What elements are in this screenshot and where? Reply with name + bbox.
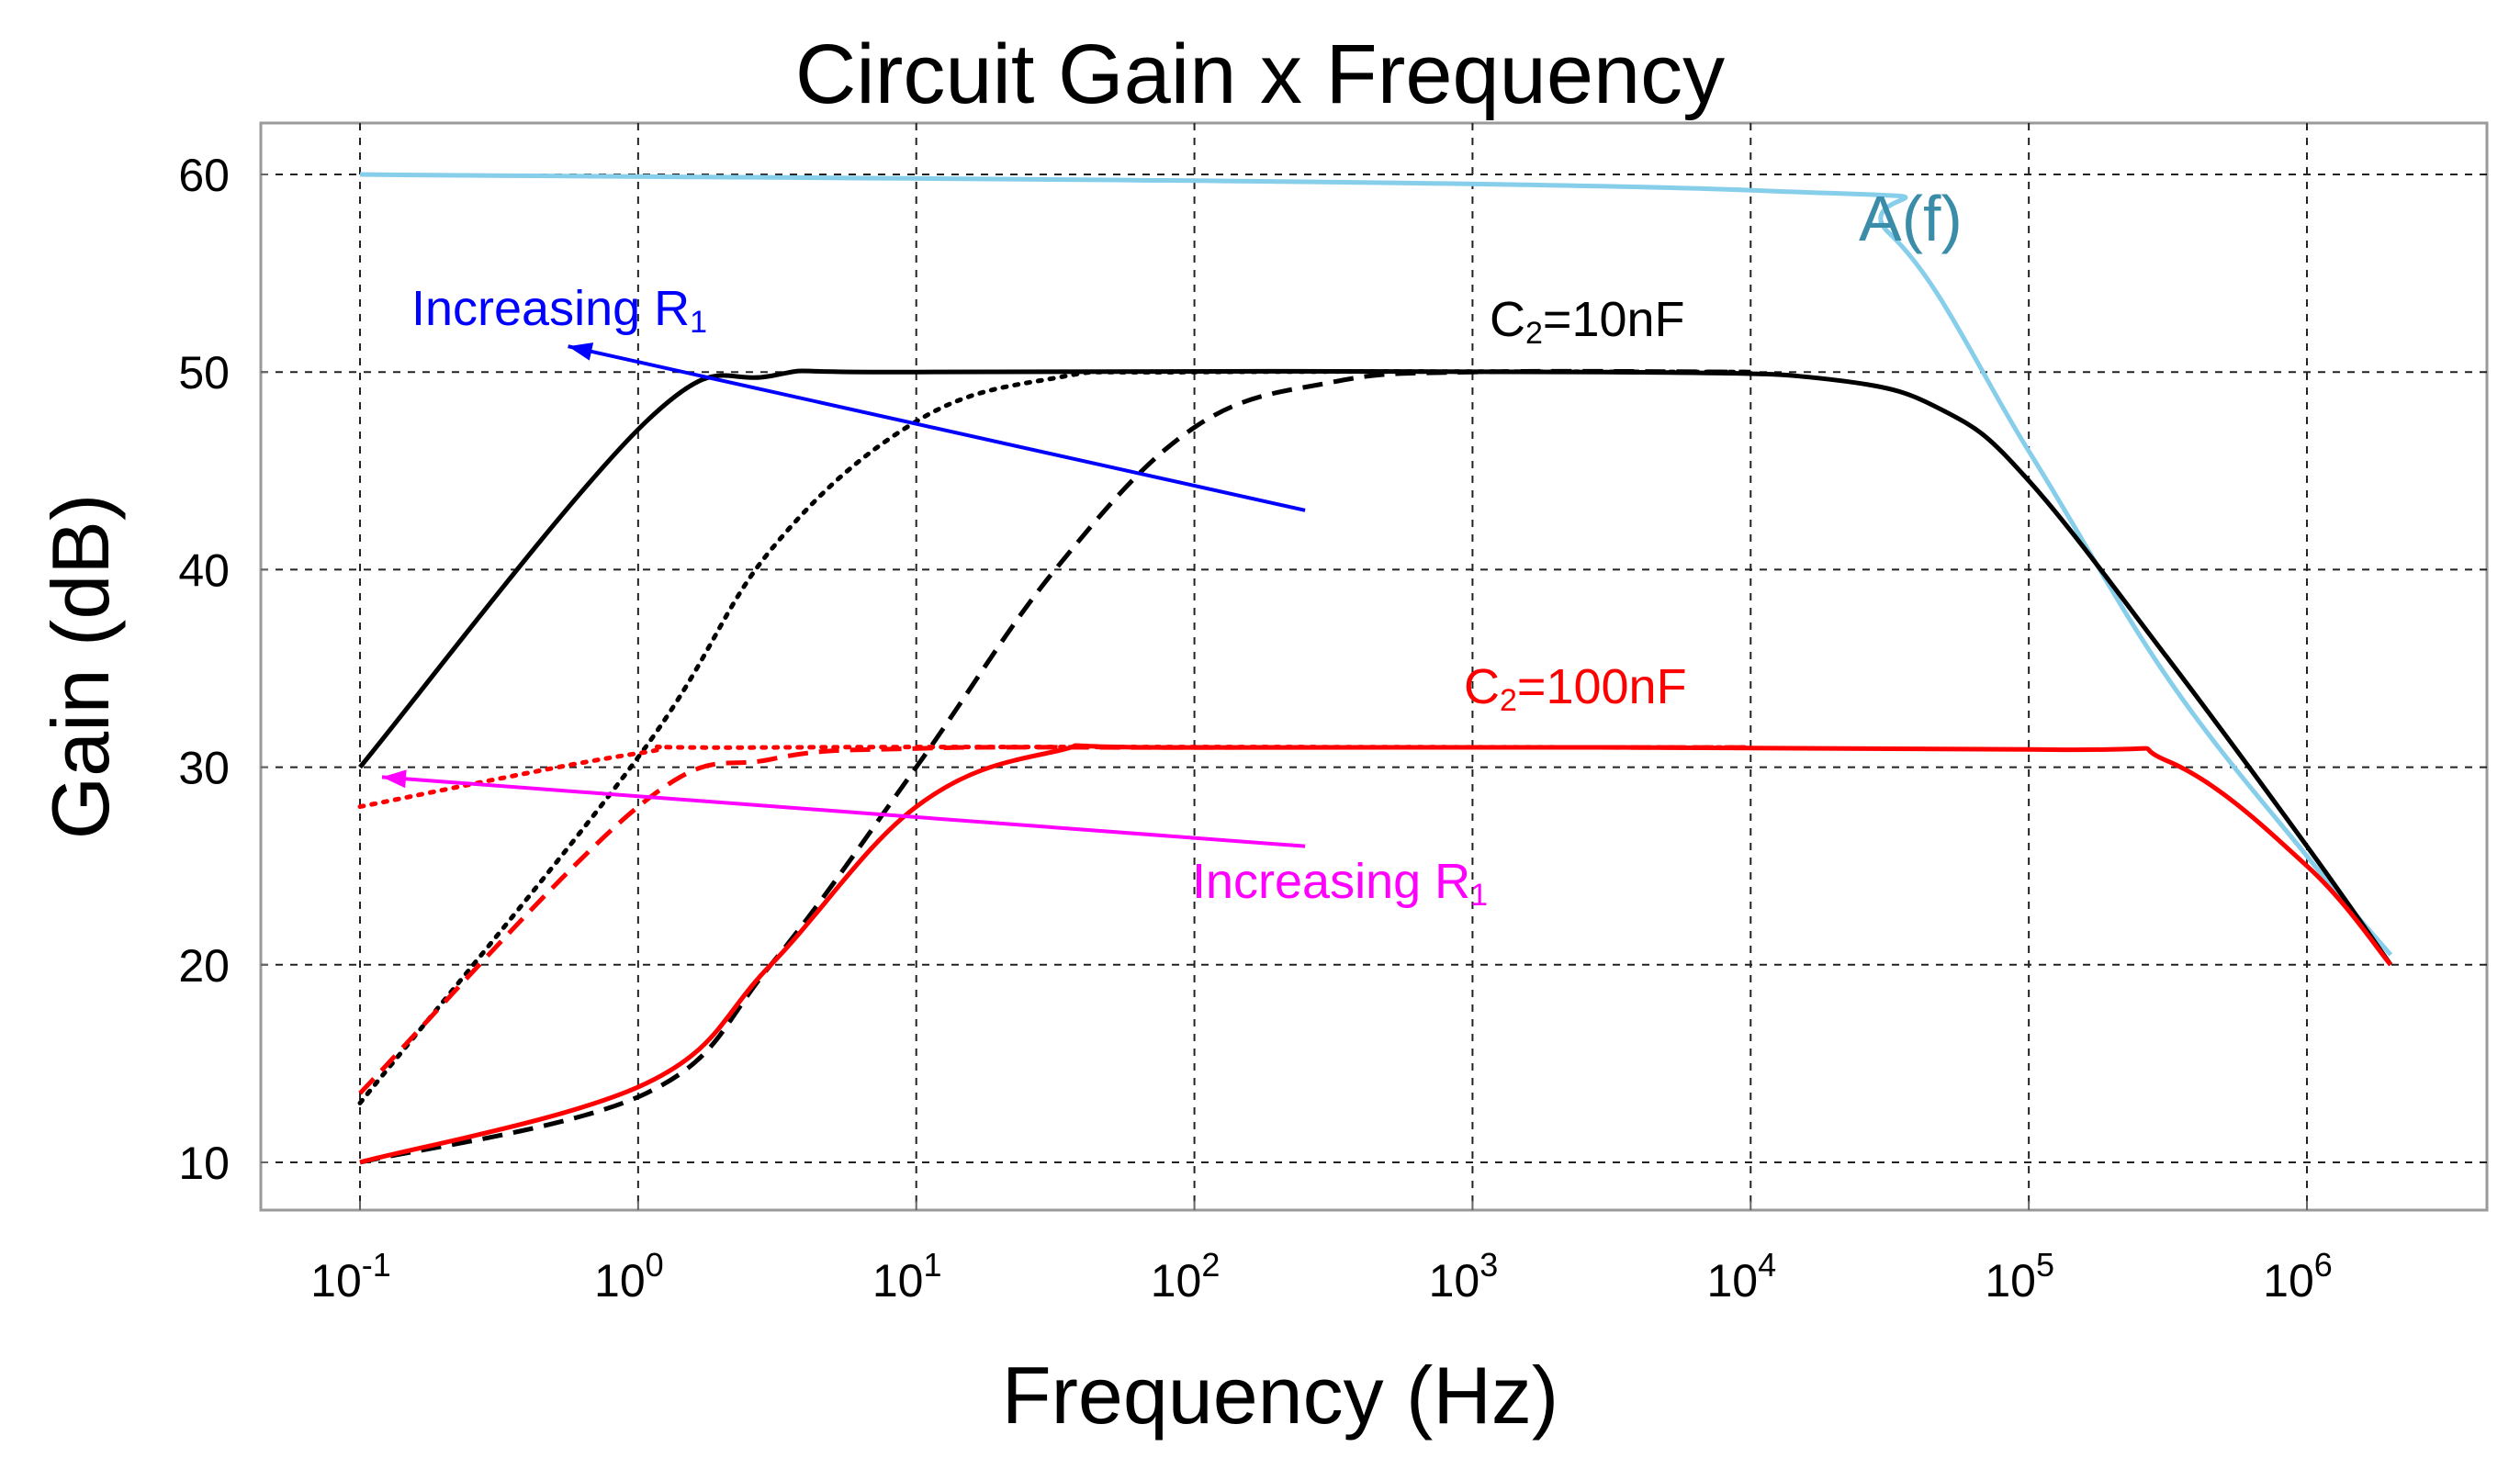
x-tick-label: 106 bbox=[2263, 1246, 2333, 1307]
annotation-rest: =10nF bbox=[1543, 292, 1685, 347]
plot-area-frame bbox=[259, 121, 2489, 1212]
annotation-main: Increasing R bbox=[411, 281, 690, 336]
x-tick-label: 100 bbox=[594, 1246, 664, 1307]
annotation-increasing-r1-blue: Increasing R1 bbox=[411, 281, 707, 340]
annotation-increasing-r1-magenta: Increasing R1 bbox=[1192, 854, 1488, 913]
y-tick-label: 40 bbox=[178, 544, 230, 596]
annotation-main: C bbox=[1464, 659, 1500, 714]
y-tick-labels: 10 20 30 40 50 60 bbox=[178, 150, 268, 1189]
series-line-3 bbox=[359, 368, 1751, 1165]
series-line-5 bbox=[358, 745, 1751, 1095]
annotation-main: Increasing R bbox=[1192, 854, 1470, 909]
annotation-subscript: 2 bbox=[1525, 316, 1543, 351]
y-tick-label: 10 bbox=[178, 1138, 230, 1189]
annotation-c2-100nf: C2=100nF bbox=[1464, 659, 1687, 718]
series-line-0 bbox=[359, 172, 2393, 957]
x-axis-label: Frequency (Hz) bbox=[1002, 1350, 1558, 1441]
annotation-arrow-head-0 bbox=[568, 342, 594, 361]
series-layer bbox=[357, 172, 2393, 1165]
y-tick-label: 60 bbox=[178, 150, 230, 201]
series-line-6 bbox=[357, 744, 1753, 810]
x-tick-label: 104 bbox=[1706, 1246, 1776, 1307]
chart-title: Circuit Gain x Frequency bbox=[795, 28, 1725, 121]
x-tick-label: 103 bbox=[1429, 1246, 1499, 1307]
x-tick-label: 105 bbox=[1985, 1246, 2054, 1307]
arrow-layer bbox=[381, 342, 1306, 848]
series-line-2 bbox=[357, 369, 1753, 1105]
x-tick-label: 10-1 bbox=[310, 1246, 391, 1307]
y-tick-label: 50 bbox=[178, 347, 230, 398]
y-axis-label: Gain (dB) bbox=[35, 494, 126, 840]
annotation-a-of-f: A(f) bbox=[1859, 183, 1963, 254]
annotation-c2-10nf: C2=10nF bbox=[1490, 292, 1685, 351]
annotation-subscript: 1 bbox=[1470, 878, 1488, 913]
x-tick-label: 101 bbox=[872, 1246, 942, 1307]
annotation-arrow-line-1 bbox=[381, 775, 1306, 848]
y-tick-label: 30 bbox=[178, 743, 230, 794]
x-tick-labels: 10-1 100 101 102 103 104 105 106 bbox=[310, 1201, 2333, 1307]
series-line-4 bbox=[359, 743, 2393, 1165]
y-tick-label: 20 bbox=[178, 940, 230, 992]
annotation-arrow-line-0 bbox=[568, 344, 1306, 512]
x-tick-label: 102 bbox=[1151, 1246, 1221, 1307]
annotation-main: C bbox=[1490, 292, 1525, 347]
annotation-rest: =100nF bbox=[1517, 659, 1687, 714]
annotation-arrow-head-1 bbox=[381, 769, 407, 789]
annotation-subscript: 1 bbox=[690, 305, 707, 340]
annotation-subscript: 2 bbox=[1500, 683, 1517, 718]
